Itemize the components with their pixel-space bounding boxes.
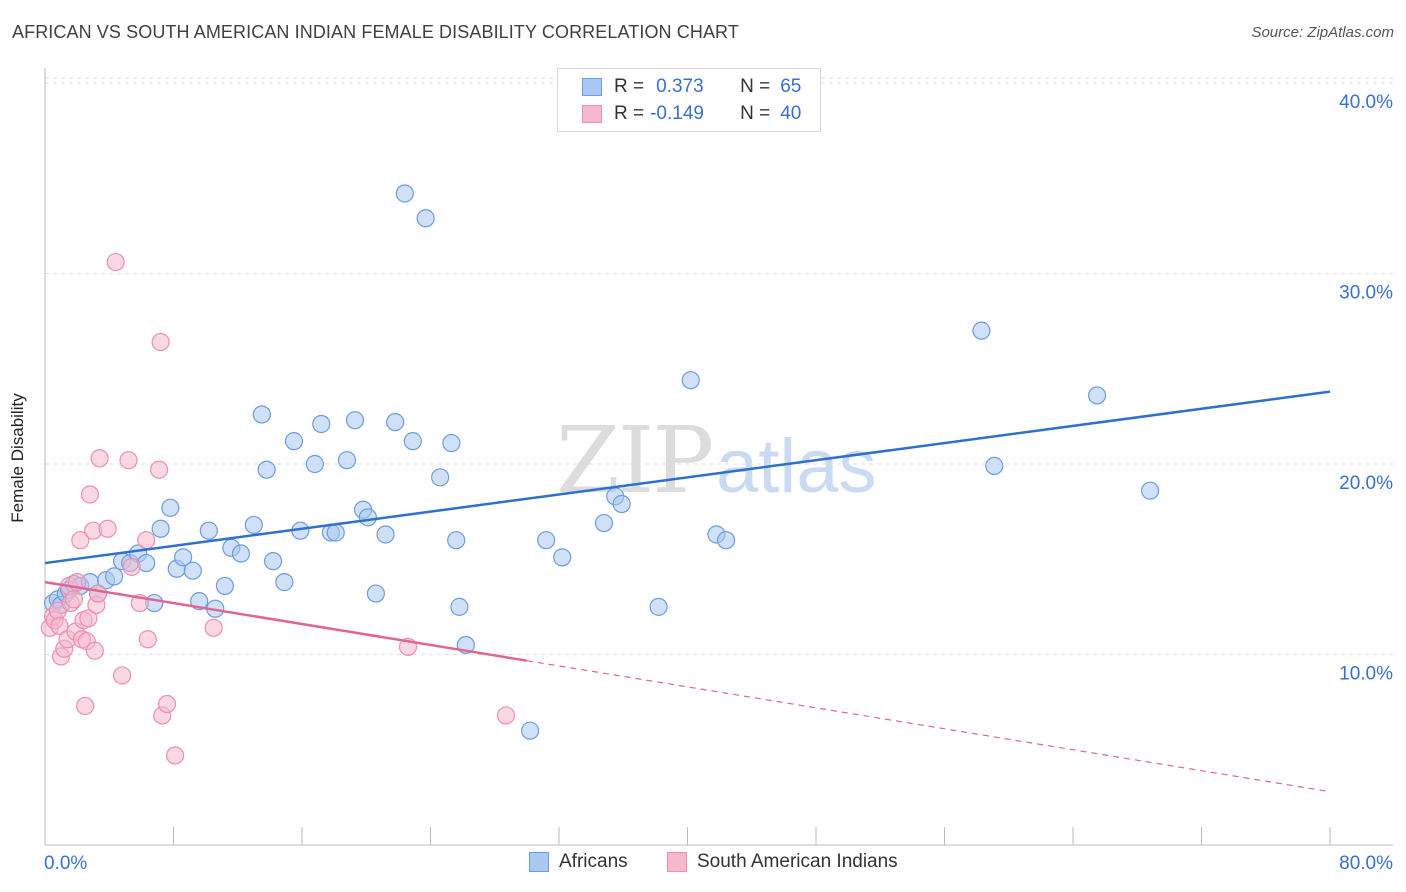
- africans-point: [416, 209, 435, 228]
- africans-point: [312, 414, 331, 434]
- south-american-indians-point: [122, 557, 141, 576]
- africans-trend-line: [44, 390, 1331, 565]
- sai-r-value: -0.149: [650, 103, 704, 124]
- south-american-indians-point: [71, 531, 90, 550]
- africans-n-value: 65: [780, 76, 802, 97]
- y-tick-label: 30.0%: [1339, 283, 1393, 304]
- africans-point: [1087, 386, 1107, 405]
- south-american-indians-point: [112, 666, 132, 685]
- south-american-indians-point: [76, 696, 95, 716]
- africans-point: [183, 561, 202, 580]
- africans-point: [972, 321, 991, 340]
- south-american-indians-trend-line: [44, 580, 528, 662]
- africans-swatch: [582, 78, 602, 96]
- south-american-indians-point: [137, 531, 156, 550]
- africans-n-label: N =: [740, 76, 771, 97]
- africans-point: [337, 451, 357, 470]
- south-american-indians-swatch: [582, 105, 602, 123]
- south-american-indians-point: [496, 706, 516, 725]
- legend-item-africans: Africans: [529, 851, 628, 873]
- africans-point: [450, 597, 469, 616]
- africans-point: [104, 567, 124, 586]
- africans-point: [520, 721, 540, 740]
- south-american-indians-point: [149, 460, 169, 479]
- y-tick-label: 20.0%: [1339, 473, 1393, 494]
- africans-point: [284, 432, 304, 451]
- south-american-indians-point: [151, 332, 170, 352]
- legend-sai-label: South American Indians: [697, 851, 898, 872]
- legend-item-south-american-indians: South American Indians: [667, 851, 898, 873]
- south-american-indians-point: [204, 618, 223, 637]
- africans-point: [199, 521, 218, 540]
- stats-row-south-american-indians: R = -0.149 N = 40: [582, 102, 801, 126]
- x-tick-label-max: 80.0%: [1339, 853, 1393, 874]
- africans-point: [376, 525, 395, 544]
- south-american-indians-point: [90, 449, 109, 468]
- africans-point: [537, 531, 556, 550]
- legend-africans-swatch: [529, 852, 549, 872]
- watermark-atlas: atlas: [716, 424, 877, 509]
- africans-point: [231, 544, 251, 563]
- africans-point: [244, 515, 263, 535]
- x-tick-label-min: 0.0%: [44, 853, 87, 874]
- stats-legend: R = 0.373 N = 65 R = -0.149 N = 40: [557, 68, 821, 132]
- africans-point: [395, 184, 414, 203]
- source-label: Source: ZipAtlas.com: [1251, 24, 1394, 41]
- africans-point: [403, 432, 422, 451]
- africans-point: [252, 405, 271, 424]
- africans-point: [305, 454, 324, 474]
- watermark-zip: ZIP: [556, 407, 712, 514]
- south-american-indians-point: [88, 584, 108, 603]
- south-american-indians-point: [119, 451, 138, 470]
- sai-r-label: R =: [614, 103, 645, 124]
- africans-point: [151, 519, 170, 538]
- south-american-indians-point: [79, 609, 98, 628]
- chart-title: AFRICAN VS SOUTH AMERICAN INDIAN FEMALE …: [12, 22, 739, 42]
- africans-point: [345, 411, 365, 430]
- south-american-indians-point: [80, 485, 100, 504]
- africans-point: [263, 552, 283, 571]
- sai-n-label: N =: [740, 103, 771, 124]
- africans-point: [1140, 481, 1160, 500]
- africans-r-label: R =: [614, 76, 645, 97]
- africans-point: [681, 371, 700, 390]
- africans-point: [612, 494, 631, 514]
- africans-point: [594, 513, 614, 533]
- africans-point: [326, 523, 345, 542]
- south-american-indians-point: [166, 746, 185, 765]
- south-american-indians-point: [106, 252, 125, 272]
- south-american-indians-point: [50, 616, 69, 636]
- sai-n-value: 40: [780, 103, 802, 124]
- africans-point: [442, 433, 461, 453]
- africans-point: [985, 456, 1004, 476]
- y-tick-label: 40.0%: [1339, 92, 1393, 113]
- africans-point: [431, 468, 450, 487]
- south-american-indians-point: [85, 641, 104, 660]
- south-american-indians-trend-line-extrapolated: [526, 660, 1331, 793]
- stats-row-africans: R = 0.373 N = 65: [582, 75, 801, 99]
- south-american-indians-point: [157, 694, 177, 714]
- africans-point: [257, 460, 276, 479]
- legend-sai-swatch: [667, 852, 687, 872]
- south-american-indians-point: [138, 630, 157, 649]
- africans-point: [215, 576, 234, 596]
- africans-point: [649, 597, 668, 616]
- y-tick-label: 10.0%: [1339, 664, 1393, 685]
- africans-point: [174, 548, 193, 567]
- africans-point: [553, 548, 572, 567]
- africans-point: [275, 573, 294, 592]
- africans-point: [386, 412, 405, 432]
- africans-point: [366, 584, 385, 603]
- africans-point: [161, 498, 180, 517]
- south-american-indians-point: [98, 519, 117, 538]
- africans-r-value: 0.373: [656, 76, 704, 97]
- africans-point: [447, 531, 466, 550]
- africans-point: [716, 531, 736, 550]
- africans-point: [358, 508, 377, 527]
- south-american-indians-point: [64, 590, 84, 609]
- legend-africans-label: Africans: [559, 851, 628, 872]
